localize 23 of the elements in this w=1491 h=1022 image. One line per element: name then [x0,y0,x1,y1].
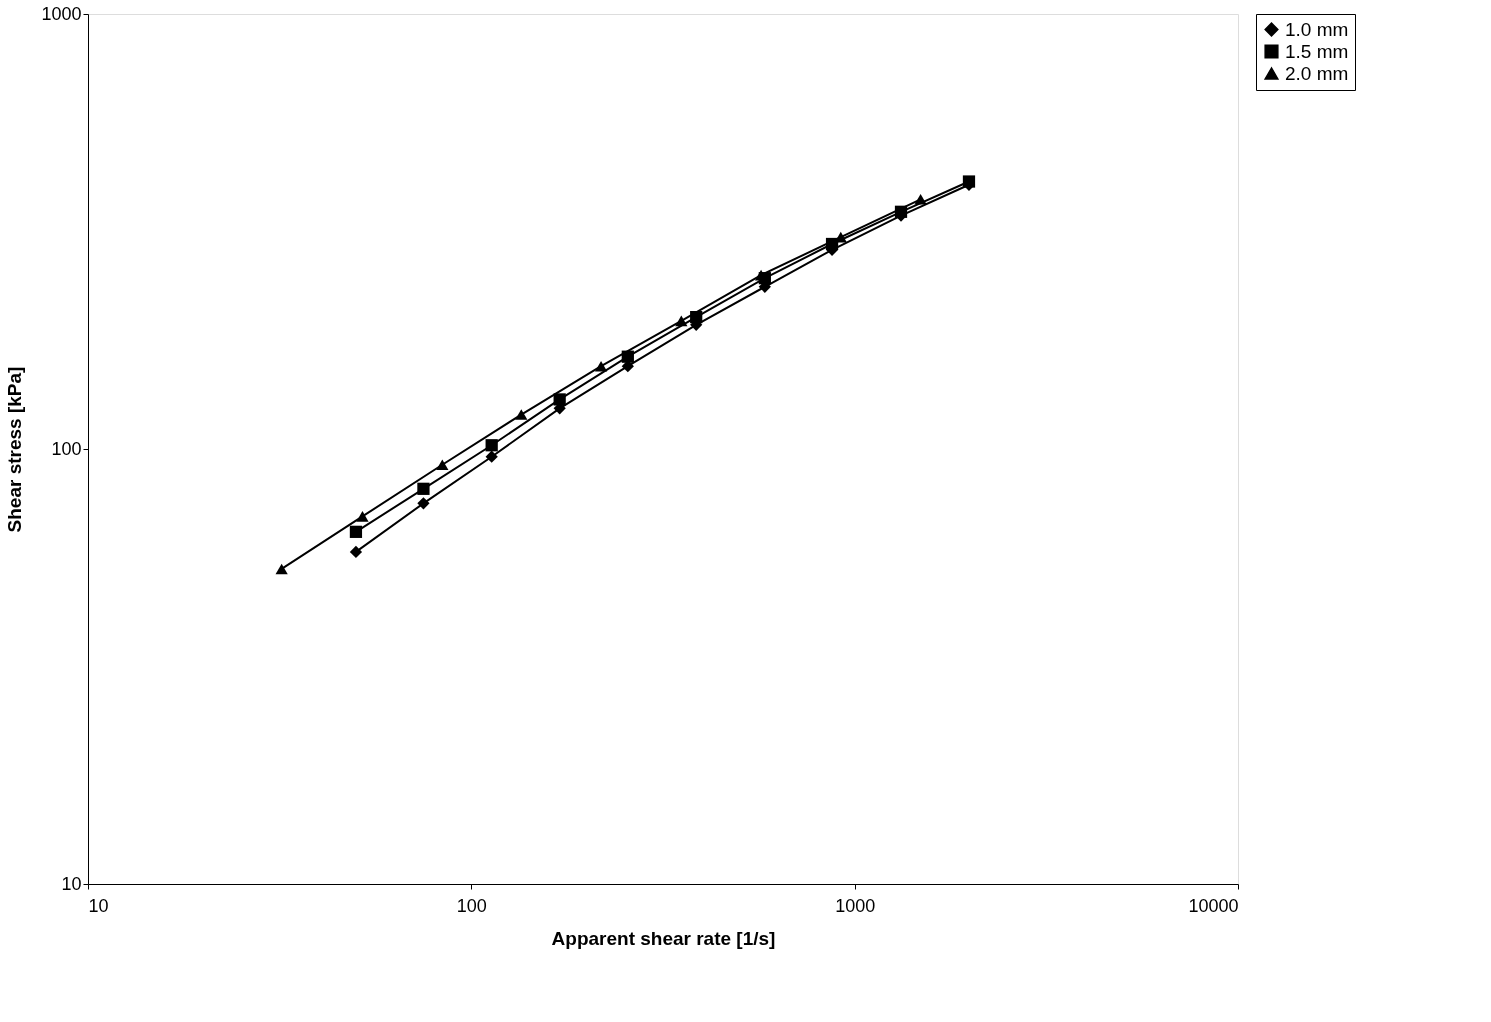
y-tick-label: 1000 [41,3,82,24]
point [621,350,634,363]
legend-label: 1.5 mm [1285,40,1349,62]
x-tick-label: 10 [88,895,109,916]
point [349,545,363,559]
x-tick-label: 10000 [1188,895,1239,916]
point [894,205,908,218]
point [825,237,839,251]
legend-label: 1.0 mm [1285,18,1349,40]
y-tick-label: 10 [61,873,82,894]
point [553,393,566,406]
point [690,310,703,324]
x-tick-label: 100 [456,895,487,916]
y-tick-label: 100 [51,438,82,459]
x-axis-title: Apparent shear rate [1/s] [551,927,776,949]
point [485,439,498,452]
point [417,497,430,510]
y-axis-title: Shear stress [kPa] [4,366,26,533]
x-tick-label: 1000 [835,895,876,916]
point [485,450,498,463]
point [417,482,430,495]
legend-label: 2.0 mm [1285,62,1349,84]
point [349,525,363,538]
